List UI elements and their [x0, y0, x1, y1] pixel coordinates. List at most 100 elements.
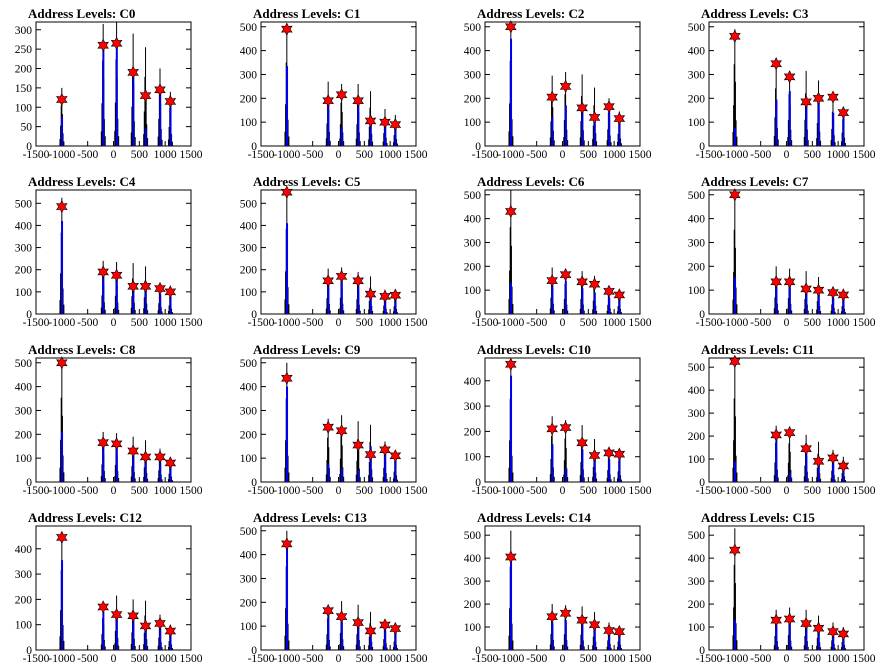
x-tick-label: -500 — [750, 485, 771, 497]
panel-c15: Address Levels: C15 0 100 200 300 400 500 -1500… — [688, 510, 876, 665]
x-tick-label: 1500 — [629, 149, 652, 161]
y-tick-label: 500 — [464, 530, 482, 542]
red-star-marker — [559, 267, 572, 282]
red-star-marker — [154, 616, 166, 631]
red-star-marker — [389, 288, 402, 302]
y-tick-label: 200 — [15, 64, 33, 76]
x-tick-label: 0 — [560, 653, 566, 665]
y-tick-label: 400 — [688, 214, 706, 226]
red-star-marker — [588, 277, 601, 291]
red-star-marker — [139, 450, 152, 464]
y-tick-label: 500 — [464, 190, 482, 202]
red-star-marker — [837, 288, 850, 302]
panel-title: Address Levels: C4 — [28, 174, 136, 189]
x-tick-label: -500 — [302, 317, 323, 329]
x-tick-label: 1500 — [405, 653, 428, 665]
x-tick-label: 0 — [560, 317, 566, 329]
x-tick-label: -1000 — [273, 485, 300, 497]
red-star-marker — [154, 450, 166, 464]
x-tick-label: 0 — [336, 653, 342, 665]
panel-c2: Address Levels: C20100200300400500-1500-… — [464, 6, 652, 161]
x-tick-label: 1000 — [603, 149, 626, 161]
y-tick-label: 300 — [240, 405, 258, 417]
panel-title: Address Levels: C12 — [28, 510, 142, 525]
x-tick-label: 1500 — [180, 653, 203, 665]
y-tick-label: 400 — [15, 382, 33, 394]
y-tick-label: 100 — [15, 620, 33, 632]
red-star-marker — [603, 623, 615, 638]
red-star-marker — [783, 70, 796, 84]
red-star-marker — [546, 273, 558, 288]
red-star-marker — [139, 619, 152, 633]
red-star-marker — [322, 94, 334, 108]
x-tick-label: 1000 — [154, 653, 177, 665]
panel-title: Address Levels: C7 — [701, 174, 809, 189]
x-tick-label: 0 — [336, 317, 342, 329]
x-tick-label: -1500 — [23, 653, 50, 665]
red-star-marker — [770, 428, 782, 442]
x-tick-label: -1000 — [48, 653, 75, 665]
red-star-marker — [281, 22, 293, 36]
x-tick-label: 500 — [356, 149, 374, 161]
x-tick-label: 0 — [336, 485, 342, 497]
x-tick-label: 500 — [804, 653, 822, 665]
red-star-marker — [827, 451, 839, 465]
x-tick-label: 0 — [784, 653, 790, 665]
y-tick-label: 0 — [699, 309, 705, 321]
y-tick-label: 300 — [15, 569, 33, 581]
y-tick-label: 200 — [15, 429, 33, 441]
red-star-marker — [559, 420, 572, 435]
red-star-marker — [379, 289, 391, 303]
y-tick-label: 300 — [15, 243, 33, 255]
x-tick-label: 0 — [111, 485, 117, 497]
x-tick-label: 1000 — [827, 485, 850, 497]
x-tick-label: 500 — [131, 149, 149, 161]
red-star-marker — [97, 38, 109, 52]
red-star-marker — [505, 204, 517, 219]
plot-frame — [708, 21, 865, 147]
x-tick-label: -1000 — [273, 149, 300, 161]
y-tick-label: 150 — [15, 83, 33, 95]
y-tick-label: 0 — [475, 477, 481, 489]
x-tick-label: -1000 — [273, 317, 300, 329]
red-star-marker — [97, 435, 109, 450]
y-tick-label: 0 — [475, 645, 481, 657]
red-star-marker — [379, 618, 391, 632]
panel-c1: Address Levels: C10100200300400500-1500-… — [240, 6, 428, 161]
y-tick-label: 300 — [464, 576, 482, 588]
y-tick-label: 0 — [699, 141, 705, 153]
red-star-marker — [164, 94, 177, 109]
x-tick-label: 0 — [784, 485, 790, 497]
y-tick-label: 300 — [688, 69, 706, 81]
x-tick-label: 1000 — [379, 317, 402, 329]
y-tick-label: 200 — [15, 265, 33, 277]
x-tick-label: -1500 — [248, 485, 275, 497]
red-star-marker — [139, 88, 152, 103]
x-tick-label: -1500 — [696, 653, 723, 665]
x-tick-label: 0 — [560, 149, 566, 161]
y-tick-label: 500 — [688, 22, 706, 34]
panel-c8: Address Levels: C80100200300400500-1500-… — [15, 342, 203, 497]
x-tick-label: 500 — [356, 653, 374, 665]
x-tick-label: 500 — [580, 149, 598, 161]
panel-c12: Address Levels: C12 0 100 200 300 400 -1500-10… — [15, 510, 203, 665]
y-tick-label: 100 — [240, 453, 258, 465]
red-star-marker — [364, 287, 377, 301]
red-star-marker — [613, 624, 626, 639]
x-tick-label: 1000 — [827, 653, 850, 665]
x-tick-label: -1500 — [472, 317, 499, 329]
x-tick-label: 500 — [131, 653, 149, 665]
red-star-marker — [827, 90, 839, 104]
x-tick-label: 1000 — [603, 653, 626, 665]
red-star-marker — [322, 603, 334, 618]
red-star-marker — [110, 607, 123, 622]
y-tick-label: 300 — [688, 237, 706, 249]
y-tick-label: 200 — [240, 429, 258, 441]
y-tick-label: 100 — [464, 117, 482, 129]
x-tick-label: 500 — [131, 317, 149, 329]
x-tick-label: 1500 — [405, 149, 428, 161]
red-star-marker — [576, 436, 588, 450]
panel-c10: Address Levels: C10 0 100 200 300 400 -1500-10… — [464, 342, 652, 497]
y-tick-label: 400 — [688, 46, 706, 58]
